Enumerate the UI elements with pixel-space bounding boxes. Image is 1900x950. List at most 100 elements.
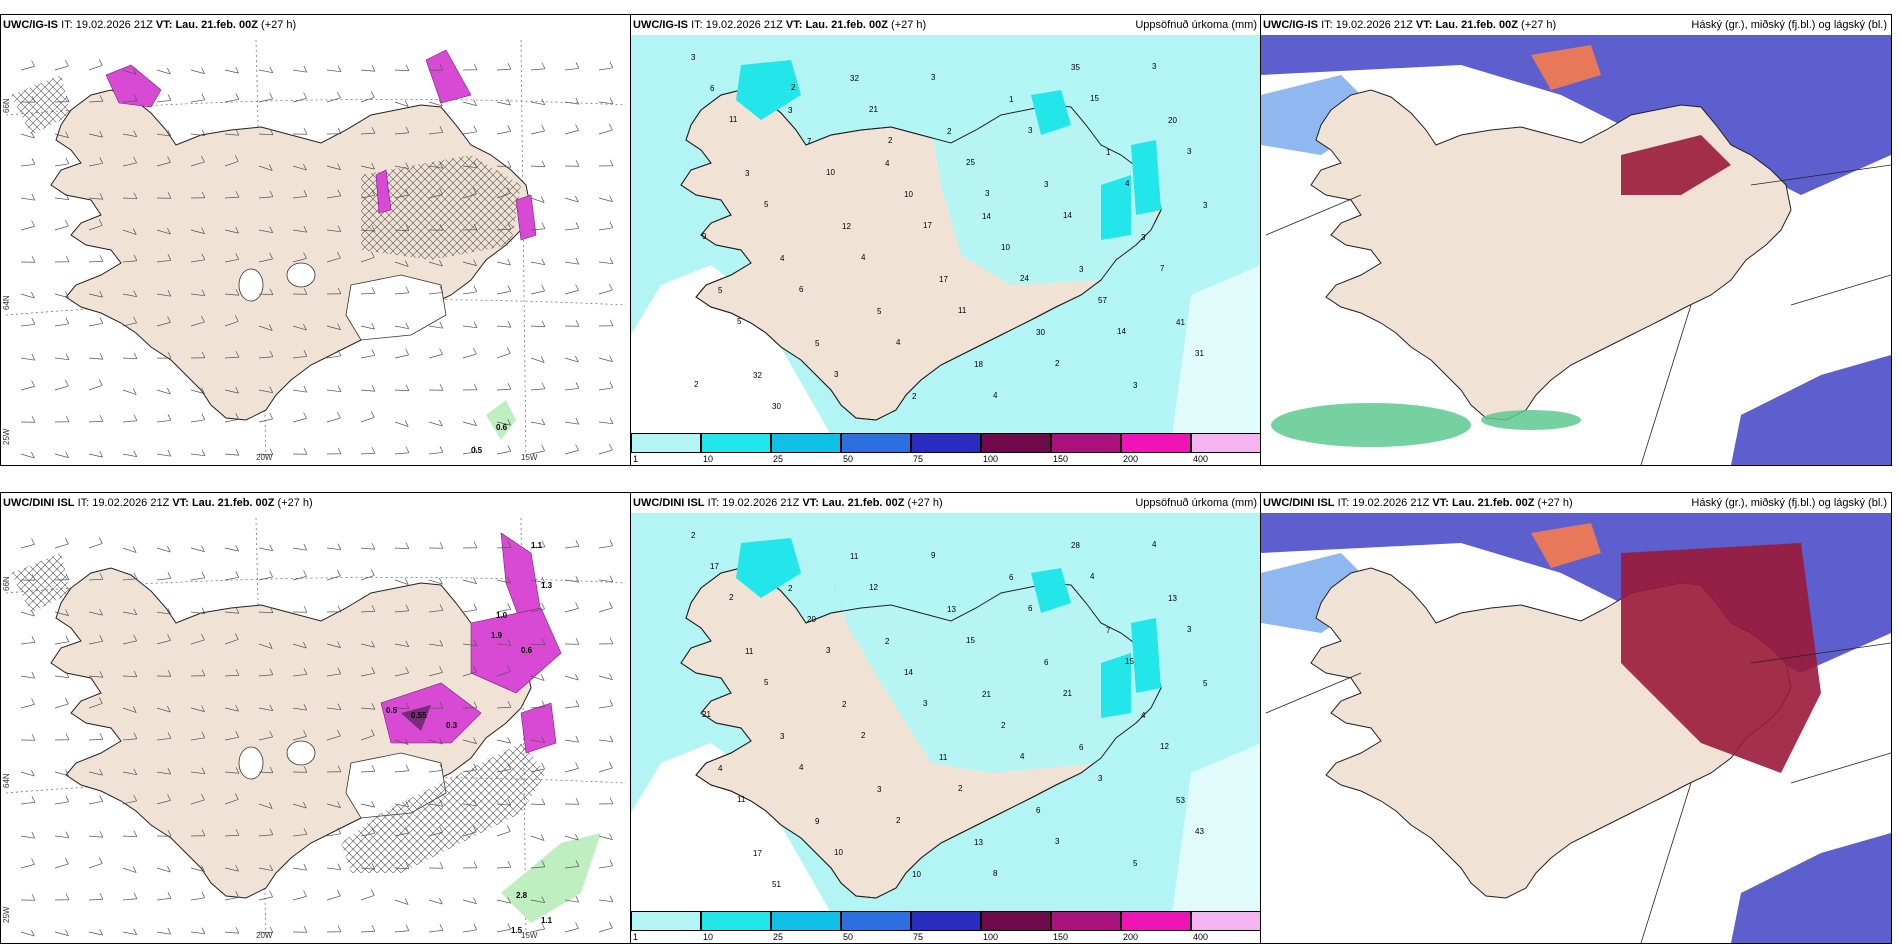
wind-barb-flag: [99, 768, 103, 776]
no-precip-area: [1171, 265, 1261, 443]
precip-value-label: 3: [1079, 265, 1084, 274]
wind-barb-flag: [405, 64, 410, 71]
wind-barb-flag: [371, 667, 376, 674]
wind-barb-flag: [575, 98, 580, 105]
wind-barb-flag: [65, 317, 70, 324]
wind-barb: [530, 928, 545, 933]
wind-barb-flag: [405, 446, 410, 453]
wind-barb-flag: [575, 160, 580, 167]
wind-barb-flag: [371, 162, 375, 170]
precip-value-label: 9: [815, 817, 820, 826]
wind-barb: [530, 899, 545, 904]
wind-barb-flag: [303, 323, 307, 331]
wind-barb-flag: [405, 384, 410, 391]
wind-barb: [54, 771, 69, 776]
it-label: IT:: [1337, 497, 1350, 509]
precip-blob: [520, 702, 557, 754]
wind-barb: [326, 417, 341, 423]
legend-label: 50: [843, 454, 854, 464]
precip-value-label: 2: [958, 784, 963, 793]
wind-barb-flag: [235, 571, 240, 578]
wind-barb-flag: [65, 857, 69, 865]
wind-barb: [258, 674, 273, 677]
wind-barb: [428, 899, 443, 905]
wind-barb-flag: [132, 388, 137, 395]
wind-barb-flag: [269, 766, 274, 773]
wind-barb-flag: [167, 670, 172, 677]
wind-barb: [224, 161, 239, 167]
wind-barb: [496, 165, 511, 168]
field-value-label: 1.5: [511, 926, 523, 935]
wind-barb: [394, 547, 409, 550]
precip-blob: [375, 169, 392, 214]
wind-barb-flag: [201, 669, 206, 676]
wind-barb-flag: [473, 665, 477, 673]
precip-value-label: 25: [966, 158, 975, 167]
wind-barb: [564, 835, 579, 841]
model-label: UWC/IG-IS: [633, 19, 688, 31]
wind-barb-flag: [575, 382, 580, 389]
wind-barb-flag: [235, 289, 240, 296]
precip-value-label: 3: [1187, 147, 1192, 156]
wind-barb-flag: [541, 736, 546, 743]
wind-barb: [88, 100, 103, 103]
lead-time: (+27 h): [891, 19, 927, 31]
wind-barb: [54, 611, 69, 616]
wind-barb-flag: [99, 733, 104, 740]
wind-barb-flag: [269, 412, 273, 420]
wind-barb-flag: [132, 228, 137, 235]
precip-value-label: 6: [799, 285, 804, 294]
wind-barb: [258, 707, 273, 712]
precip-value-label: 2: [861, 731, 866, 740]
wind-barb-flag: [609, 443, 613, 451]
wind-barb: [394, 707, 409, 710]
wind-barb-flag: [337, 287, 342, 294]
wind-barb: [496, 643, 511, 646]
wind-barb: [88, 543, 103, 549]
wind-barb-flag: [405, 764, 410, 771]
wind-barb-flag: [65, 59, 69, 67]
legend-swatch: [631, 433, 701, 453]
wind-barb-flag: [337, 163, 341, 170]
precip-value-label: 3: [1098, 774, 1103, 783]
wind-barb: [360, 672, 375, 677]
wind-barb: [428, 421, 443, 427]
wind-barb: [462, 353, 477, 359]
wind-barb-flag: [65, 131, 69, 138]
wind-barb: [428, 451, 443, 455]
wind-barb-flag: [133, 928, 138, 935]
wind-barb: [598, 545, 613, 549]
wind-barb: [428, 579, 443, 585]
precip-value-label: 2: [1001, 721, 1006, 730]
precip-value-label: 4: [718, 764, 723, 773]
wind-barb: [360, 325, 375, 330]
wind-barb-flag: [439, 64, 444, 71]
wind-barb-flag: [65, 697, 69, 705]
wind-barb: [54, 225, 69, 231]
wind-barb: [54, 357, 69, 361]
wind-barb: [360, 707, 375, 710]
legend-label: 75: [913, 454, 924, 464]
precip-value-label: 12: [869, 583, 878, 592]
lead-time: (+27 h): [261, 19, 297, 31]
wind-barb-flag: [473, 125, 478, 132]
wind-barb-flag: [98, 697, 103, 704]
wind-barb: [462, 769, 477, 773]
wind-barb-flag: [303, 252, 307, 259]
no-precip-area: [631, 743, 831, 921]
precip-value-label: 17: [923, 221, 932, 230]
wind-barb: [530, 388, 545, 391]
wind-barb-flag: [609, 97, 614, 104]
wind-barb: [462, 131, 477, 135]
wind-barb-flag: [507, 285, 512, 292]
wind-barb: [224, 69, 239, 74]
wind-barb-flag: [404, 578, 409, 585]
wind-barb: [292, 418, 307, 423]
precip-value-label: 32: [850, 74, 859, 83]
precip-value-label: 57: [1098, 296, 1107, 305]
precip-legend: 1 10 25 50 75 100 150 200 400: [631, 433, 1261, 465]
wind-barb-flag: [439, 737, 443, 745]
precip-value-label: 2: [691, 531, 696, 540]
precip-value-label: 5: [764, 200, 769, 209]
wind-barb-flag: [439, 702, 444, 709]
